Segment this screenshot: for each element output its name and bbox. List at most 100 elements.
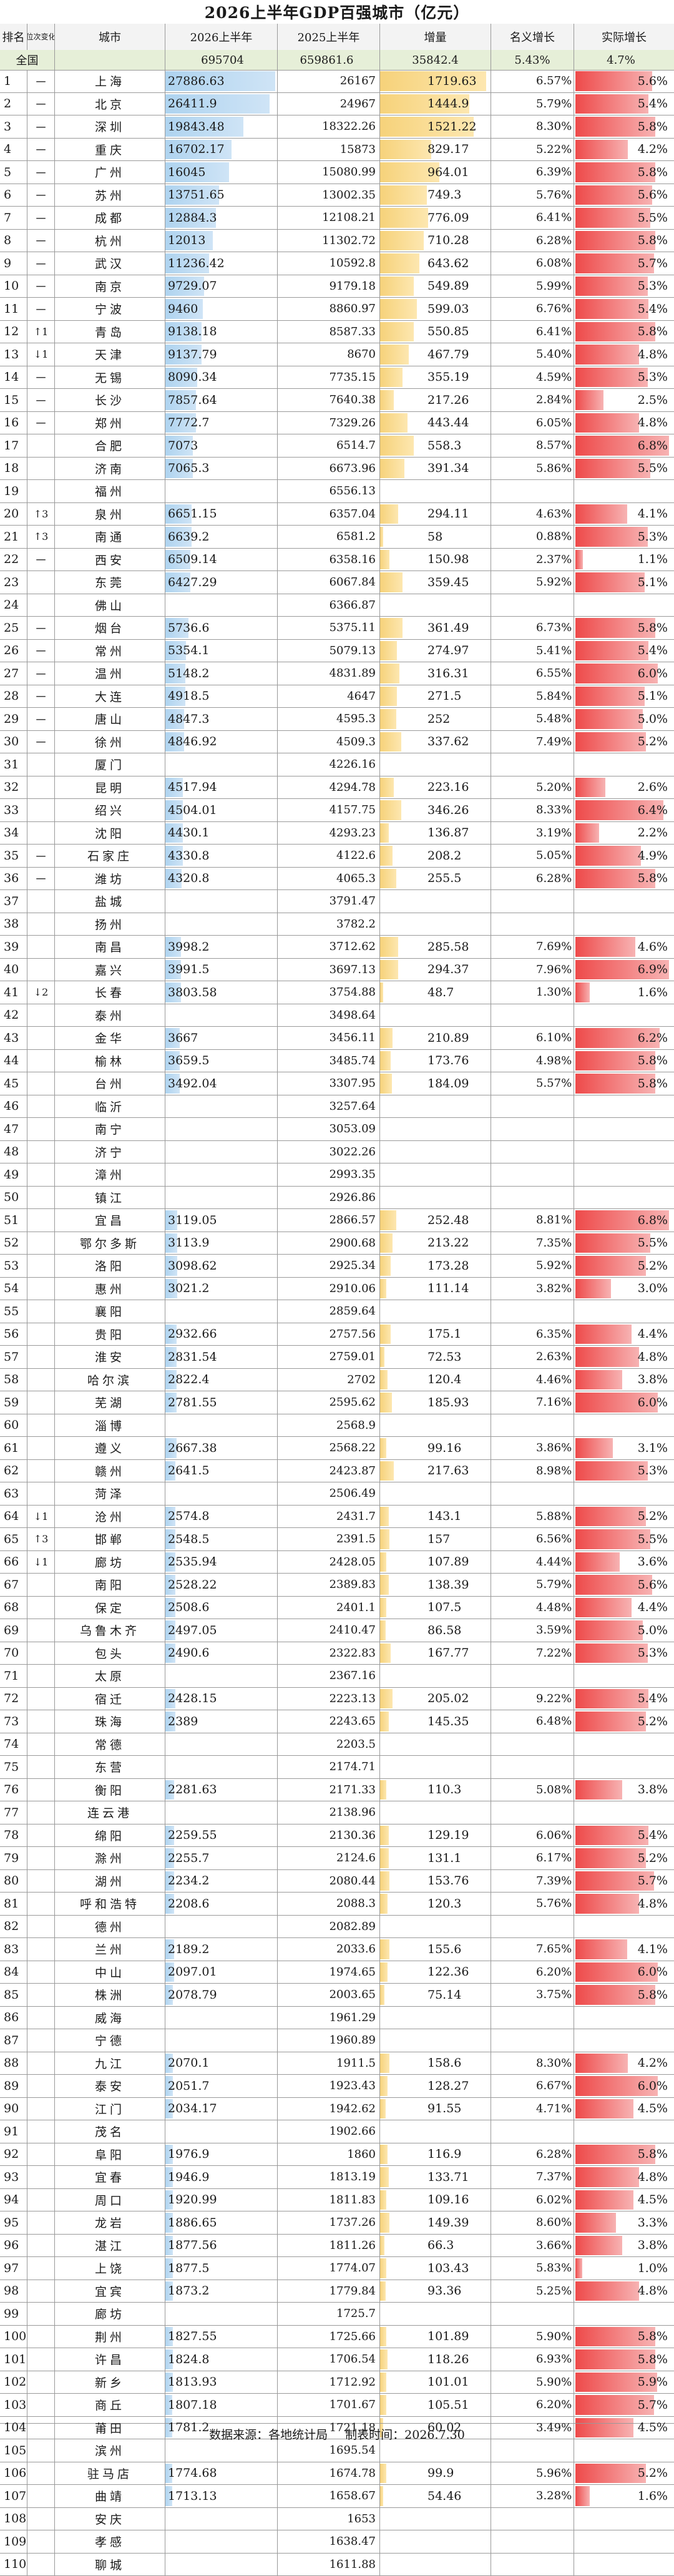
increase-cell	[380, 480, 491, 502]
nominal-growth-cell: 6.28%	[491, 868, 574, 890]
increase-cell: 93.36	[380, 2280, 491, 2303]
rank-change-cell-value: 一	[36, 119, 46, 134]
rank-cell-value: 99	[4, 2307, 19, 2321]
rank-cell-value: 74	[4, 1737, 19, 1751]
gdp-2026-cell: 5736.6	[165, 617, 278, 639]
rank-cell: 74	[0, 1733, 27, 1756]
rank-cell: 49	[0, 1163, 27, 1186]
nominal-growth-cell-value: 5.05%	[536, 849, 572, 862]
rank-change-cell-value: 一	[36, 233, 46, 248]
gdp-2026-cell	[165, 890, 278, 913]
real-growth-cell-value: 1.6%	[638, 2489, 668, 2503]
increase-bar	[380, 1712, 389, 1731]
increase-cell-value: 205.02	[427, 1692, 469, 1705]
city-cell-value: 宜春	[95, 2168, 125, 2185]
increase-cell-value: 133.71	[427, 2170, 469, 2184]
rank-cell: 90	[0, 2098, 27, 2120]
gdp-2026-cell-value: 2497.05	[168, 1623, 217, 1637]
nominal-growth-cell	[491, 2029, 574, 2052]
rank-change-cell-value: 一	[36, 848, 46, 863]
real-growth-cell: 4.2%	[574, 139, 674, 161]
rank-change-cell: 一	[27, 412, 55, 434]
increase-cell: 213.22	[380, 1232, 491, 1255]
rank-change-cell	[27, 2348, 55, 2371]
rank-change-cell	[27, 1482, 55, 1505]
rank-cell-value: 91	[4, 2125, 19, 2138]
gdp-2025-cell-value: 6358.16	[330, 553, 376, 566]
increase-bar	[380, 572, 403, 592]
rank-change-cell: 一	[27, 275, 55, 298]
increase-cell: 145.35	[380, 1710, 491, 1733]
gdp-2025-cell: 4647	[278, 685, 380, 708]
nominal-growth-cell: 6.35%	[491, 1323, 574, 1346]
rank-cell: 4	[0, 139, 27, 161]
gdp-2025-cell: 4122.6	[278, 845, 380, 867]
gdp-2026-cell: 16702.17	[165, 139, 278, 161]
gdp-2025-cell: 4226.16	[278, 753, 380, 776]
real-growth-bar	[575, 1347, 639, 1367]
gdp-2026-cell-value: 2255.7	[168, 1851, 209, 1865]
increase-bar	[380, 2190, 386, 2210]
real-growth-bar	[575, 572, 645, 592]
city-cell: 天津	[55, 343, 165, 366]
gdp-2025-cell: 4065.3	[278, 868, 380, 890]
gdp-2026-cell: 12884.3	[165, 207, 278, 229]
city-cell: 厦门	[55, 753, 165, 776]
nominal-growth-cell-value: 5.83%	[536, 2261, 572, 2275]
footer-source: 数据来源：各地统计局	[209, 2426, 328, 2442]
increase-cell: 86.58	[380, 1619, 491, 1642]
city-cell-value: 阜阳	[95, 2146, 125, 2163]
increase-cell-value: 107.89	[427, 1555, 469, 1569]
gdp-2025-cell-value: 2859.64	[330, 1305, 376, 1318]
nominal-growth-cell-value: 9.22%	[536, 1692, 572, 1705]
rank-change-cell: ↑3	[27, 503, 55, 526]
rank-change-cell	[27, 2029, 55, 2052]
increase-cell: 101.89	[380, 2326, 491, 2348]
gdp-2025-cell-value: 15080.99	[322, 165, 376, 179]
city-cell-value: 金华	[95, 1029, 125, 1046]
nominal-growth-cell-value: 6.41%	[536, 211, 572, 224]
city-cell: 江门	[55, 2098, 165, 2120]
rank-change-cell	[27, 913, 55, 936]
rank-change-cell-value: ↓1	[34, 1511, 49, 1522]
nominal-growth-cell-value: 6.57%	[536, 74, 572, 87]
gdp-2026-cell-value: 7073	[168, 439, 198, 453]
city-cell: 南通	[55, 526, 165, 548]
gdp-2026-cell-value: 2208.6	[168, 1897, 209, 1911]
nominal-growth-cell: 2.37%	[491, 549, 574, 571]
gdp-2026-cell: 2932.66	[165, 1323, 278, 1346]
nominal-growth-cell: 7.65%	[491, 1938, 574, 1961]
city-cell-value: 温州	[95, 665, 125, 682]
increase-cell-value: 294.37	[427, 962, 469, 976]
rank-cell: 67	[0, 1574, 27, 1596]
rank-cell: 26	[0, 640, 27, 662]
real-growth-cell: 6.0%	[574, 2075, 674, 2097]
increase-cell	[380, 2029, 491, 2052]
city-cell: 宜昌	[55, 1209, 165, 1232]
real-growth-cell: 1.6%	[574, 981, 674, 1004]
gdp-2025-cell-value: 2568.9	[336, 1419, 376, 1432]
gdp-2025-cell-value: 3498.64	[330, 1009, 376, 1022]
increase-cell-value: 316.31	[427, 667, 469, 680]
gdp-2025-cell: 13002.35	[278, 184, 380, 207]
increase-cell-value: 153.76	[427, 1874, 469, 1888]
gdp-2026-cell: 9460	[165, 298, 278, 320]
gdp-2025-cell: 5079.13	[278, 640, 380, 662]
increase-cell: 107.5	[380, 1597, 491, 1619]
real-growth-cell: 4.4%	[574, 1323, 674, 1346]
increase-cell-value: 549.89	[427, 279, 469, 293]
rank-cell: 85	[0, 1984, 27, 2006]
gdp-2025-cell-value: 1674.78	[330, 2467, 376, 2480]
city-cell: 廊坊	[55, 2303, 165, 2325]
increase-cell-value: 749.3	[427, 188, 461, 202]
city-cell: 宿迁	[55, 1688, 165, 1710]
real-growth-cell: 3.6%	[574, 1551, 674, 1574]
